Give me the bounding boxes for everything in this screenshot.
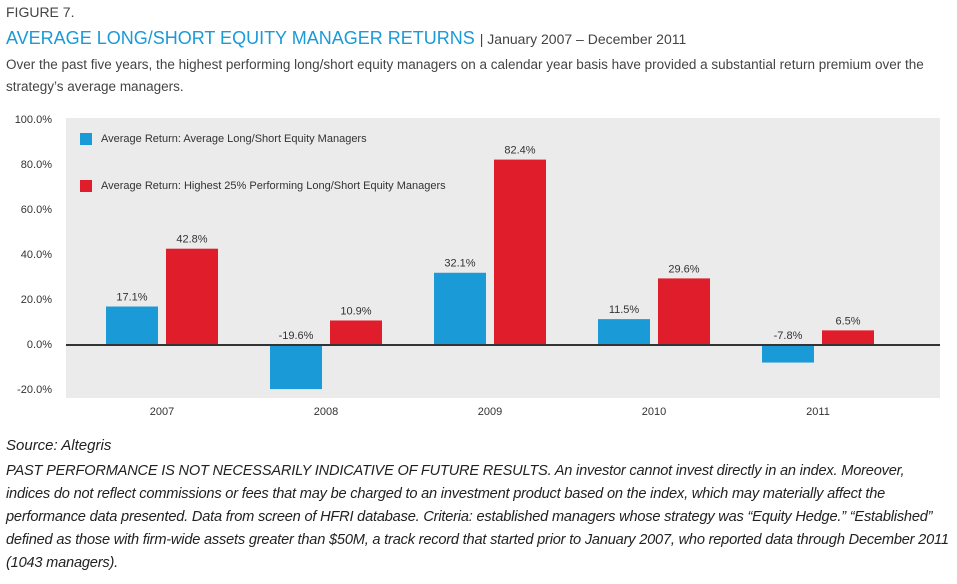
bar	[598, 319, 650, 345]
legend-swatch	[80, 180, 92, 192]
legend-swatch	[80, 133, 92, 145]
data-label: -19.6%	[279, 330, 314, 342]
bar	[822, 330, 874, 345]
y-tick-label: 100.0%	[15, 114, 53, 126]
bar	[434, 272, 486, 345]
bar	[762, 345, 814, 363]
y-tick-label: 60.0%	[21, 204, 52, 216]
bar	[658, 278, 710, 345]
figure-label: FIGURE 7.	[6, 4, 75, 20]
chart: -20.0% 0.0% 20.0% 40.0% 60.0% 80.0% 100.0% 2007…	[15, 114, 940, 418]
chart-subtitle: | January 2007 – December 2011	[479, 31, 687, 47]
title-row: AVERAGE LONG/SHORT EQUITY MANAGER RETURN…	[6, 28, 686, 49]
description: Over the past five years, the highest pe…	[6, 57, 924, 94]
bar	[494, 159, 546, 345]
bar	[270, 345, 322, 390]
x-tick-label: 2010	[642, 406, 666, 418]
data-label: 42.8%	[176, 234, 207, 246]
data-label: 32.1%	[444, 258, 475, 270]
chart-title: AVERAGE LONG/SHORT EQUITY MANAGER RETURN…	[6, 28, 475, 48]
data-label: 6.5%	[835, 315, 860, 327]
legend-label: Average Return: Average Long/Short Equit…	[101, 133, 367, 145]
x-tick-label: 2008	[314, 406, 338, 418]
bar	[330, 320, 382, 345]
data-label: 29.6%	[668, 263, 699, 275]
x-tick-label: 2007	[150, 406, 174, 418]
source: Source: Altegris	[6, 437, 112, 454]
data-label: 11.5%	[609, 304, 640, 316]
bar	[166, 248, 218, 345]
y-tick-label: 80.0%	[21, 159, 52, 171]
data-label: 17.1%	[116, 291, 147, 303]
legend-label: Average Return: Highest 25% Performing L…	[101, 180, 446, 192]
data-label: -7.8%	[774, 330, 803, 342]
disclaimer: PAST PERFORMANCE IS NOT NECESSARILY INDI…	[6, 463, 949, 571]
y-tick-label: 20.0%	[21, 294, 52, 306]
y-tick-label: -20.0%	[17, 384, 52, 396]
bar	[106, 306, 158, 345]
data-label: 82.4%	[504, 145, 535, 157]
y-tick-label: 0.0%	[27, 339, 52, 351]
data-label: 10.9%	[340, 305, 371, 317]
x-tick-label: 2009	[478, 406, 502, 418]
x-tick-label: 2011	[806, 406, 830, 418]
y-tick-label: 40.0%	[21, 249, 52, 261]
